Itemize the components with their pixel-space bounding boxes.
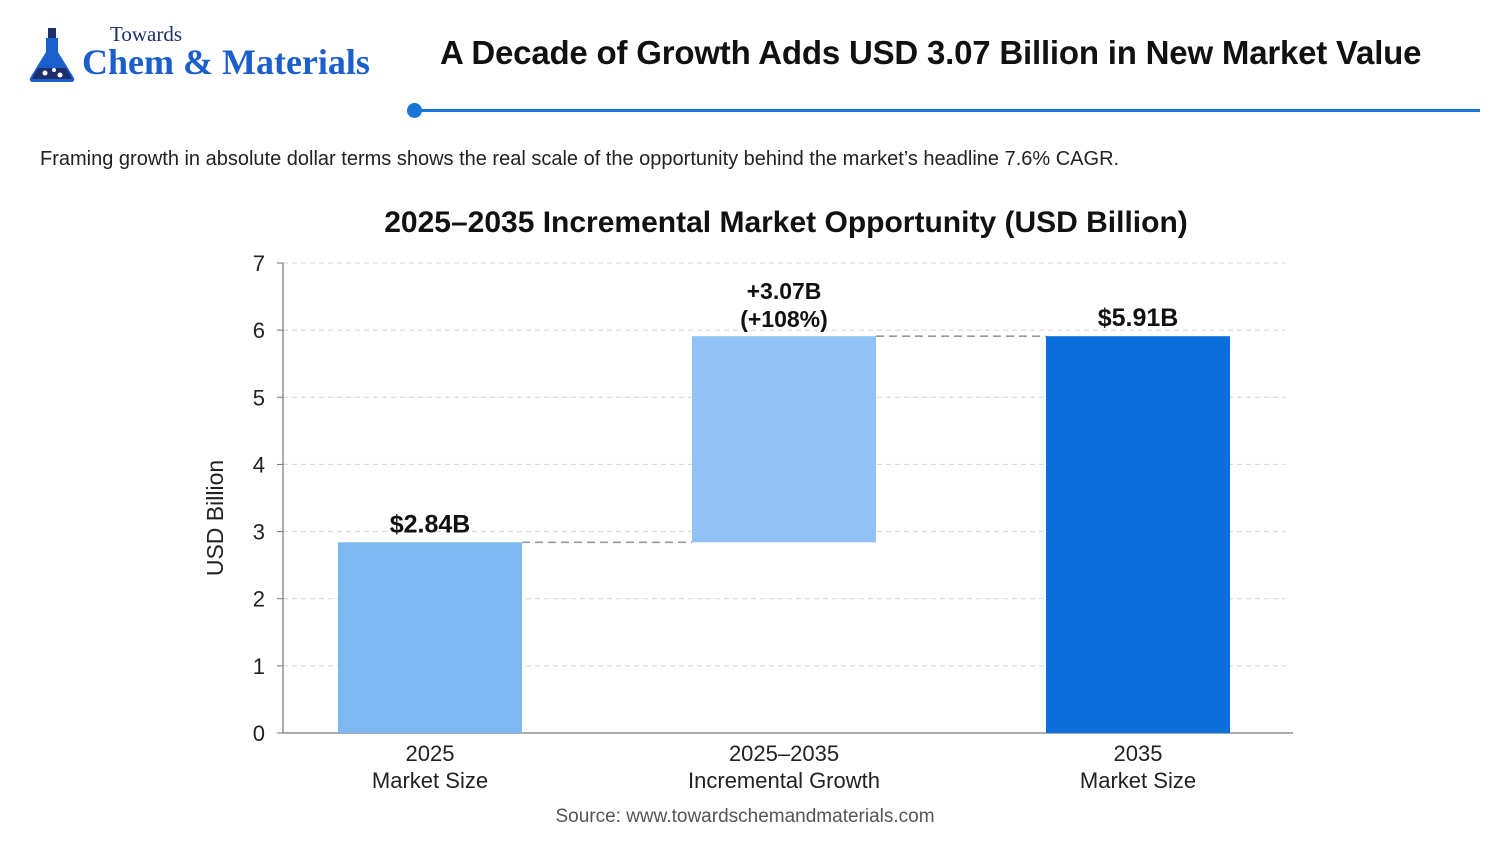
page-subtitle: Framing growth in absolute dollar terms … — [40, 148, 1120, 170]
brand-logo: Towards Chem & Materials — [26, 22, 386, 86]
bar — [338, 542, 522, 733]
data-label: +3.07B — [747, 278, 822, 304]
data-label: $5.91B — [1098, 304, 1179, 332]
x-tick-label: 2025–2035 — [729, 741, 839, 766]
x-tick-label-secondary: Market Size — [372, 768, 488, 793]
x-tick-label-secondary: Market Size — [1080, 768, 1196, 793]
y-tick-label: 5 — [253, 385, 265, 410]
data-label-secondary: (+108%) — [740, 306, 828, 332]
y-axis-label: USD Billion — [202, 460, 228, 576]
chart-title: 2025–2035 Incremental Market Opportunity… — [384, 206, 1188, 239]
bar — [1046, 336, 1230, 733]
y-tick-label: 6 — [253, 318, 265, 343]
y-tick-label: 1 — [253, 654, 265, 679]
brand-line1: Towards — [110, 22, 183, 46]
x-tick-label: 2035 — [1114, 741, 1163, 766]
y-tick-label: 2 — [253, 587, 265, 612]
bar — [692, 336, 876, 543]
data-label: $2.84B — [390, 510, 471, 538]
flask-icon — [29, 28, 75, 82]
source-note: Source: www.towardschemandmaterials.com — [555, 806, 935, 827]
headline-rule-dot — [407, 103, 422, 118]
y-tick-label: 7 — [253, 251, 265, 276]
page-headline: A Decade of Growth Adds USD 3.07 Billion… — [440, 34, 1422, 71]
x-tick-label-secondary: Incremental Growth — [688, 768, 880, 793]
brand-line2: Chem & Materials — [82, 42, 370, 82]
y-tick-label: 4 — [253, 452, 265, 477]
headline-rule — [414, 109, 1480, 112]
y-tick-label: 3 — [253, 520, 265, 545]
y-tick-label: 0 — [253, 721, 265, 746]
x-tick-label: 2025 — [406, 741, 455, 766]
